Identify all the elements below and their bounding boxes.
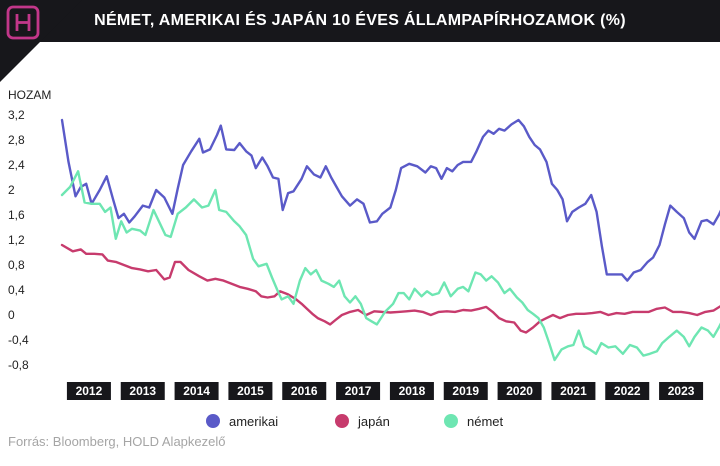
- y-tick-label: -0,8: [8, 358, 29, 372]
- y-tick-label: 1,2: [8, 233, 25, 247]
- y-tick-label: -0,4: [8, 333, 29, 347]
- series-line-1: [60, 243, 720, 334]
- x-tick-box: [443, 382, 488, 400]
- x-tick-box: [66, 382, 111, 400]
- x-tick-label: 2012: [76, 384, 103, 398]
- legend-label: japán: [357, 414, 390, 429]
- x-tick-label: 2019: [452, 384, 479, 398]
- y-tick-label: 0: [8, 308, 15, 322]
- y-axis-label: HOZAM: [8, 88, 51, 102]
- x-tick-box: [174, 382, 219, 400]
- y-tick-label: 2: [8, 183, 15, 197]
- legend-label: amerikai: [229, 414, 278, 429]
- x-tick-box: [551, 382, 596, 400]
- x-tick-label: 2013: [129, 384, 156, 398]
- y-tick-label: 0,8: [8, 258, 25, 272]
- x-axis: 2012 2013 2014 2015 2016 2017 2018 2019 2020 2021…: [66, 382, 704, 400]
- series-line-2: [60, 170, 720, 362]
- x-tick-box: [120, 382, 165, 400]
- x-tick-label: 2020: [506, 384, 533, 398]
- legend-marker: [335, 414, 349, 428]
- y-tick-label: 2,8: [8, 133, 25, 147]
- x-tick-box: [497, 382, 542, 400]
- legend: amerikai japán német: [206, 414, 504, 429]
- x-tick-label: 2016: [291, 384, 318, 398]
- x-tick-label: 2022: [614, 384, 641, 398]
- y-tick-label: 1,6: [8, 208, 25, 222]
- y-tick-label: 0,4: [8, 283, 25, 297]
- x-tick-label: 2021: [560, 384, 587, 398]
- y-axis: 3,2 2,8 2,4 2 1,6 1,2 0,8 0,4 0 -0,4 -0,8: [8, 108, 29, 372]
- hold-logo-icon: [0, 0, 82, 82]
- source-note: Forrás: Bloomberg, HOLD Alapkezelő: [8, 434, 226, 449]
- legend-label: német: [467, 414, 504, 429]
- x-tick-label: 2015: [237, 384, 264, 398]
- x-tick-label: 2014: [183, 384, 210, 398]
- x-tick-label: 2023: [668, 384, 695, 398]
- x-tick-box: [282, 382, 327, 400]
- x-tick-box: [389, 382, 434, 400]
- series-line-0: [60, 118, 720, 282]
- legend-marker: [206, 414, 220, 428]
- x-tick-label: 2017: [345, 384, 372, 398]
- x-tick-label: 2018: [399, 384, 426, 398]
- x-tick-box: [605, 382, 650, 400]
- y-tick-label: 3,2: [8, 108, 25, 122]
- x-tick-box: [659, 382, 704, 400]
- title-bar: [0, 0, 720, 42]
- legend-marker: [444, 414, 458, 428]
- series-lines: [60, 118, 720, 362]
- x-tick-box: [228, 382, 273, 400]
- x-tick-box: [336, 382, 381, 400]
- chart-title: NÉMET, AMERIKAI ÉS JAPÁN 10 ÉVES ÁLLAMPA…: [94, 12, 626, 29]
- y-tick-label: 2,4: [8, 158, 25, 172]
